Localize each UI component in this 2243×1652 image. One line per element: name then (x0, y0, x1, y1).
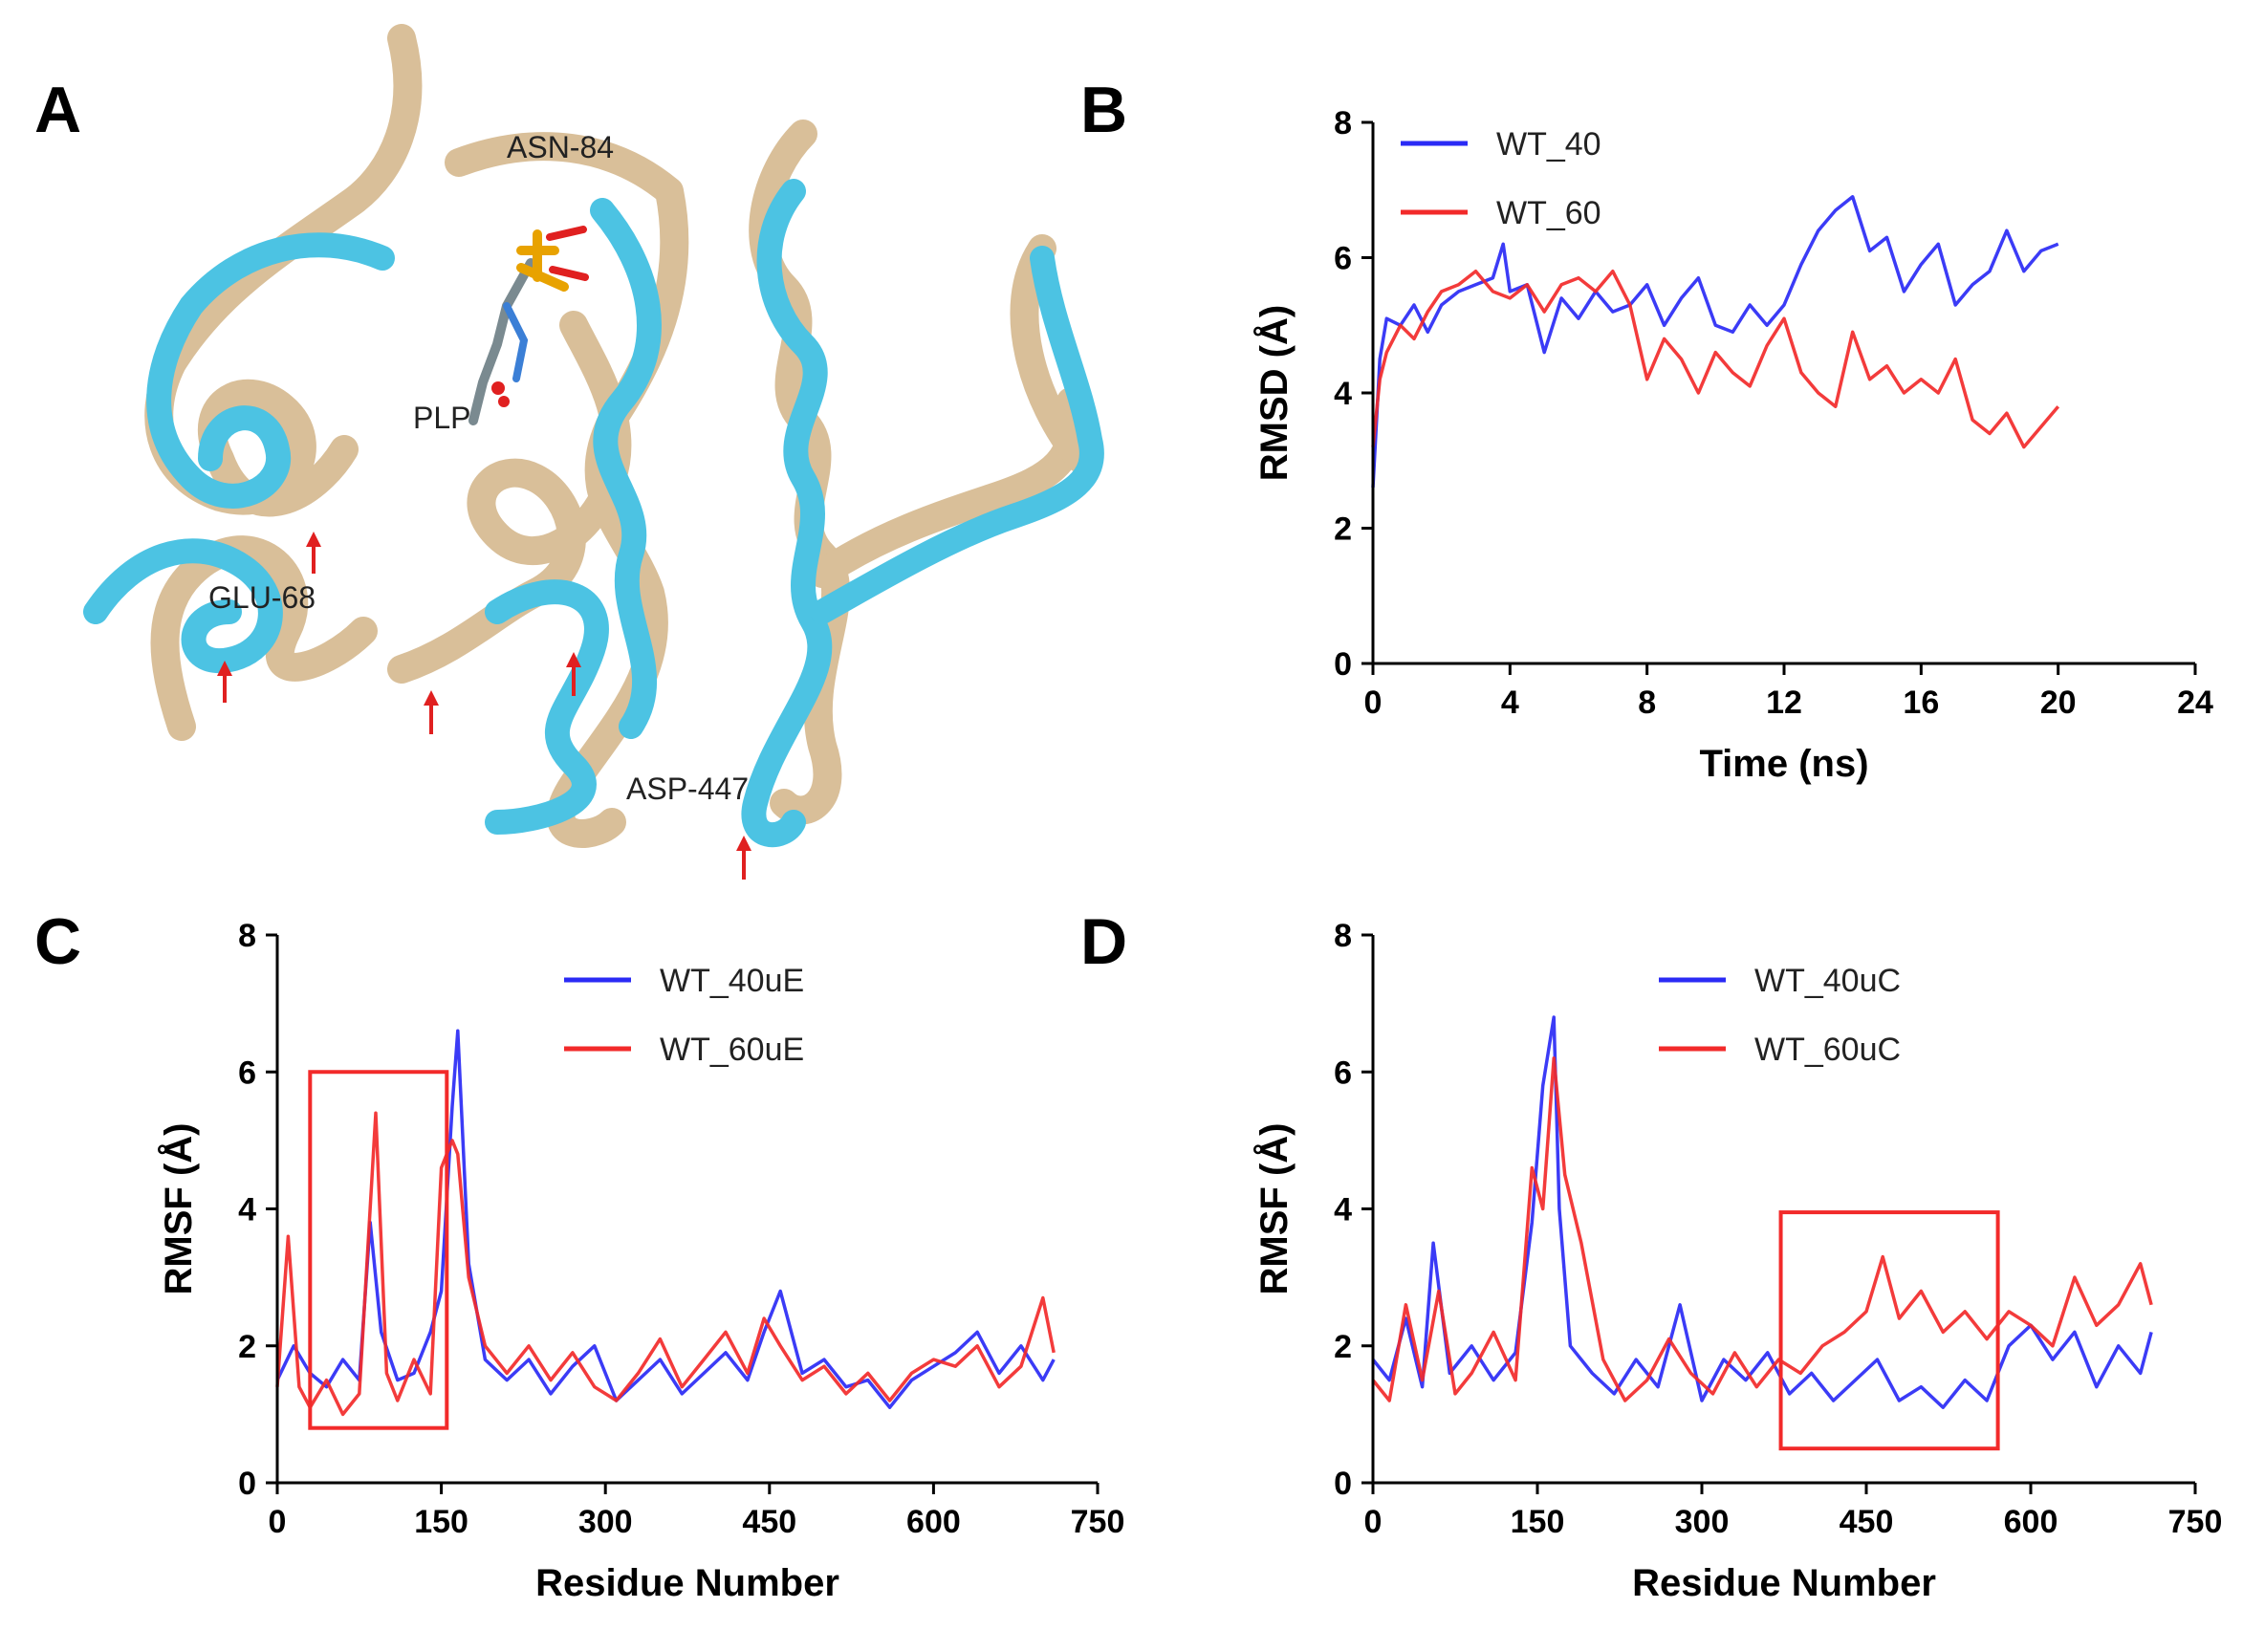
arrow-up-icon (424, 690, 439, 734)
panel-letter-b: B (1080, 74, 1127, 146)
y-tick-label: 8 (1334, 918, 1352, 954)
red-arrows (217, 532, 751, 880)
highlight-box (1778, 1210, 2000, 1451)
y-tick-label: 0 (238, 1466, 256, 1502)
legend-label: WT_60uC (1754, 1032, 1901, 1068)
y-tick-label: 8 (238, 918, 256, 954)
x-tick-label: 150 (1511, 1504, 1565, 1540)
x-tick-label: 0 (1364, 1504, 1383, 1540)
x-axis-title: Time (ns) (1699, 743, 1868, 785)
panel-letter-a: A (34, 74, 81, 146)
x-tick-label: 750 (2168, 1504, 2223, 1540)
x-tick-label: 600 (906, 1504, 961, 1540)
x-axis-title: Residue Number (535, 1562, 839, 1604)
label-plp: PLP (413, 401, 470, 435)
label-glu-68: GLU-68 (208, 580, 316, 615)
x-tick-label: 150 (414, 1504, 468, 1540)
panel-letter-d: D (1080, 905, 1127, 978)
series-line-wt_40uc (1371, 1015, 2153, 1409)
y-axis-title: RMSD (Å) (1252, 305, 1296, 481)
y-tick-label: 4 (238, 1192, 256, 1228)
legend-label: WT_40uC (1754, 963, 1901, 999)
x-tick-label: 12 (1766, 685, 1802, 721)
y-tick-label: 0 (1334, 1466, 1352, 1502)
x-tick-label: 16 (1903, 685, 1939, 721)
legend-label: WT_40uE (660, 963, 804, 999)
arrow-up-icon (736, 836, 751, 880)
series-line-wt_60uc (1371, 1056, 2153, 1402)
x-tick-label: 450 (1840, 1504, 1894, 1540)
x-tick-label: 600 (2004, 1504, 2058, 1540)
label-asn-84: ASN-84 (507, 130, 614, 164)
legend-label: WT_60uE (660, 1032, 804, 1068)
structure-panel-a: A ASN-84 (34, 24, 1104, 880)
y-tick-label: 6 (1334, 1054, 1352, 1091)
label-asp-447: ASP-447 (626, 772, 749, 806)
y-tick-label: 6 (238, 1054, 256, 1091)
arrow-up-icon (306, 532, 321, 574)
x-tick-label: 20 (2040, 685, 2077, 721)
x-tick-label: 300 (578, 1504, 633, 1540)
x-tick-label: 24 (2177, 685, 2213, 721)
y-tick-label: 6 (1334, 241, 1352, 277)
x-tick-label: 300 (1675, 1504, 1730, 1540)
legend-label: WT_40 (1496, 126, 1601, 163)
y-tick-label: 4 (1334, 1192, 1352, 1228)
arrow-up-icon (566, 652, 581, 696)
x-tick-label: 450 (742, 1504, 796, 1540)
cyan-ribbon (83, 179, 1104, 847)
series-line-wt_60ue (275, 1111, 1056, 1417)
legend-label: WT_60 (1496, 195, 1601, 231)
x-tick-label: 750 (1071, 1504, 1125, 1540)
arrow-up-icon (217, 661, 232, 703)
y-tick-label: 0 (1334, 646, 1352, 683)
y-axis-title: RMSF (Å) (157, 1123, 200, 1295)
y-tick-label: 2 (1334, 511, 1352, 548)
series-line-wt_60 (1371, 269, 2060, 449)
tan-ribbon (144, 24, 1095, 848)
rmsf-chart-d: 0 150 300 450 600 750 0 2 4 6 8 Residue Number RMSF … (1252, 918, 2222, 1604)
x-tick-label: 4 (1501, 685, 1519, 721)
y-tick-label: 8 (1334, 105, 1352, 141)
panel-letter-c: C (34, 905, 81, 978)
y-tick-label: 2 (238, 1329, 256, 1365)
highlight-box (308, 1070, 449, 1430)
rmsf-chart-c: 0 150 300 450 600 750 0 2 4 6 8 Residue Number RMSF … (157, 918, 1124, 1604)
y-tick-label: 2 (1334, 1329, 1352, 1365)
x-tick-label: 0 (1364, 685, 1383, 721)
x-tick-label: 0 (269, 1504, 287, 1540)
x-tick-label: 8 (1638, 685, 1656, 721)
series-line-wt_40 (1371, 195, 2059, 489)
plp-ligand (468, 226, 589, 425)
x-axis-title: Residue Number (1632, 1562, 1936, 1604)
y-axis-title: RMSF (Å) (1252, 1123, 1296, 1295)
y-tick-label: 4 (1334, 376, 1352, 412)
